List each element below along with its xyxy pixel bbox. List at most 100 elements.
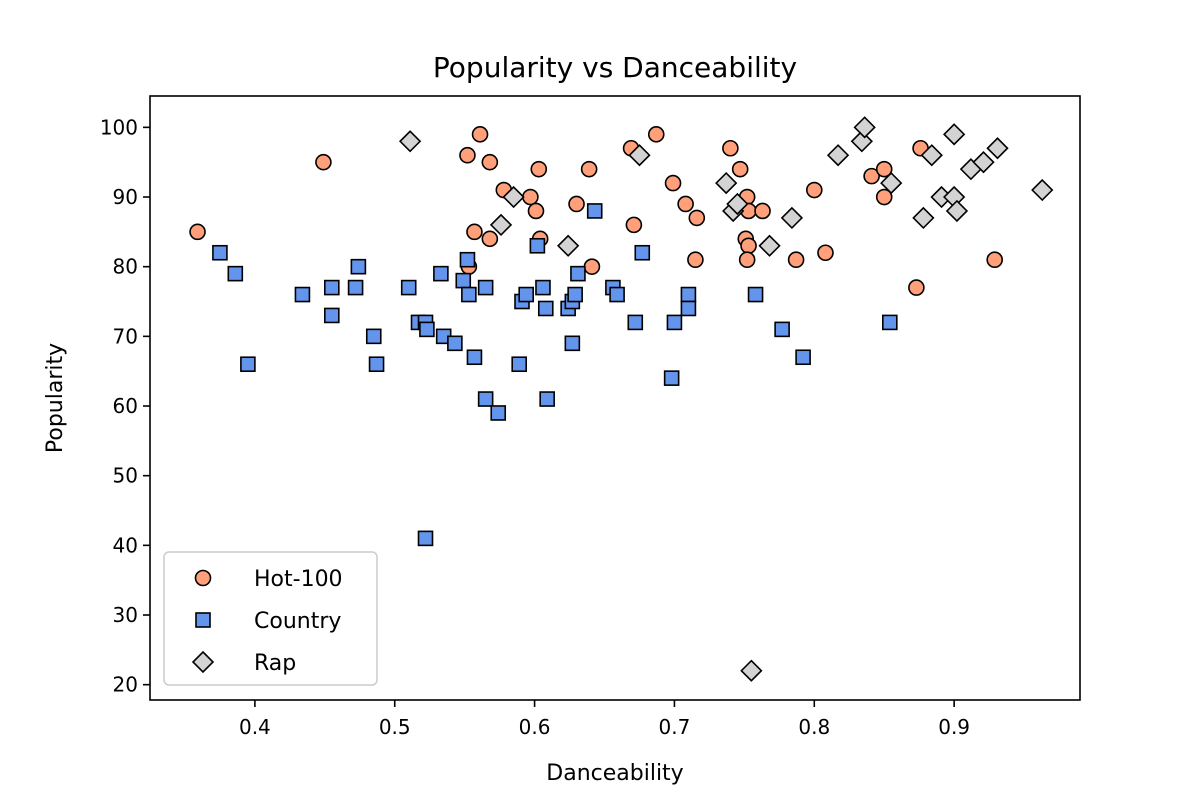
data-point xyxy=(795,349,811,366)
data-point xyxy=(227,265,244,282)
y-axis-ticks: 20 30 40 50 60 70 80 90 100 xyxy=(100,115,150,697)
data-point xyxy=(324,307,340,324)
data-point xyxy=(912,206,935,230)
legend: Hot-100 Country Rap xyxy=(163,551,378,686)
data-point xyxy=(489,213,513,237)
data-point xyxy=(625,216,643,234)
data-point xyxy=(826,144,850,167)
x-tick-label: 0.6 xyxy=(519,715,551,739)
y-tick-label: 60 xyxy=(113,394,138,418)
data-point xyxy=(583,258,601,275)
legend-marker-diamond xyxy=(191,650,215,674)
data-point xyxy=(347,279,364,296)
legend-box xyxy=(163,551,378,686)
data-point xyxy=(400,279,417,296)
data-point xyxy=(853,116,876,139)
data-point xyxy=(419,321,435,338)
x-tick-label: 0.9 xyxy=(938,715,970,739)
y-tick-label: 50 xyxy=(113,464,138,488)
data-point xyxy=(466,223,483,241)
y-tick-label: 20 xyxy=(113,673,138,697)
data-point xyxy=(527,202,545,220)
data-point xyxy=(943,123,966,146)
data-point xyxy=(663,370,680,386)
data-point xyxy=(466,349,483,366)
data-point xyxy=(715,171,738,195)
data-point xyxy=(557,234,580,257)
data-point xyxy=(817,244,834,262)
data-point xyxy=(875,160,893,178)
data-point xyxy=(189,223,206,241)
data-point xyxy=(294,286,311,303)
data-point xyxy=(518,286,534,303)
data-point xyxy=(850,130,873,153)
data-point xyxy=(722,139,739,157)
data-point xyxy=(365,328,382,345)
data-point xyxy=(212,244,228,261)
legend-marker-circle xyxy=(194,569,212,587)
data-point xyxy=(586,203,603,219)
data-point xyxy=(747,286,764,303)
data-point xyxy=(780,206,804,230)
data-point xyxy=(774,321,790,338)
x-tick-label: 0.5 xyxy=(379,715,411,739)
data-point xyxy=(537,300,554,317)
data-point xyxy=(882,314,898,331)
data-point xyxy=(567,286,583,303)
data-point xyxy=(481,153,499,171)
data-point xyxy=(1031,178,1054,202)
data-point xyxy=(920,144,943,167)
series-rap xyxy=(398,116,1054,682)
data-point xyxy=(609,286,625,303)
y-tick-label: 70 xyxy=(113,324,138,348)
x-axis-label: Danceability xyxy=(546,761,683,786)
data-point xyxy=(666,314,683,331)
series-country xyxy=(212,203,898,547)
data-point xyxy=(481,230,499,248)
data-point xyxy=(568,195,585,213)
data-point xyxy=(368,356,385,373)
data-point xyxy=(758,234,781,257)
data-point xyxy=(627,314,644,331)
data-point xyxy=(880,171,903,195)
data-point xyxy=(433,265,449,282)
data-point xyxy=(688,209,706,227)
x-tick-label: 0.7 xyxy=(659,715,691,739)
data-point xyxy=(863,167,880,185)
data-point xyxy=(628,144,651,167)
data-point xyxy=(398,130,422,153)
x-axis-ticks: 0.4 0.5 0.6 0.7 0.8 0.9 xyxy=(239,700,970,739)
data-point xyxy=(908,279,925,296)
x-tick-label: 0.8 xyxy=(798,715,830,739)
data-point xyxy=(455,272,472,289)
plot-frame xyxy=(149,95,1081,701)
data-point xyxy=(680,286,697,303)
data-point xyxy=(315,153,332,171)
y-tick-label: 40 xyxy=(113,533,138,557)
data-point xyxy=(740,237,757,255)
y-tick-label: 90 xyxy=(113,185,138,209)
chart-title: Popularity vs Danceability xyxy=(433,51,797,84)
data-point xyxy=(740,659,763,682)
data-point xyxy=(471,126,489,143)
data-point xyxy=(530,160,548,178)
data-point xyxy=(461,286,477,303)
data-point xyxy=(754,202,771,220)
data-point xyxy=(417,530,434,547)
data-point xyxy=(726,192,749,216)
data-point xyxy=(477,391,494,407)
data-point xyxy=(502,185,525,209)
y-tick-label: 30 xyxy=(113,603,138,627)
data-point xyxy=(511,356,528,373)
data-point xyxy=(522,188,539,206)
data-point xyxy=(738,251,756,269)
legend-label: Hot-100 xyxy=(254,567,343,592)
data-point xyxy=(490,405,507,421)
data-point xyxy=(986,251,1003,269)
data-point xyxy=(680,300,697,317)
data-point xyxy=(664,174,682,192)
y-axis-label: Popularity xyxy=(43,343,68,453)
legend-marker-square xyxy=(195,612,211,628)
data-point xyxy=(459,251,476,268)
